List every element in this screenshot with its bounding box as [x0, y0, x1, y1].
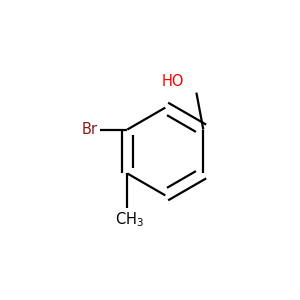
- Text: CH$_3$: CH$_3$: [115, 210, 144, 229]
- Text: HO: HO: [161, 74, 184, 89]
- Text: Br: Br: [82, 122, 98, 137]
